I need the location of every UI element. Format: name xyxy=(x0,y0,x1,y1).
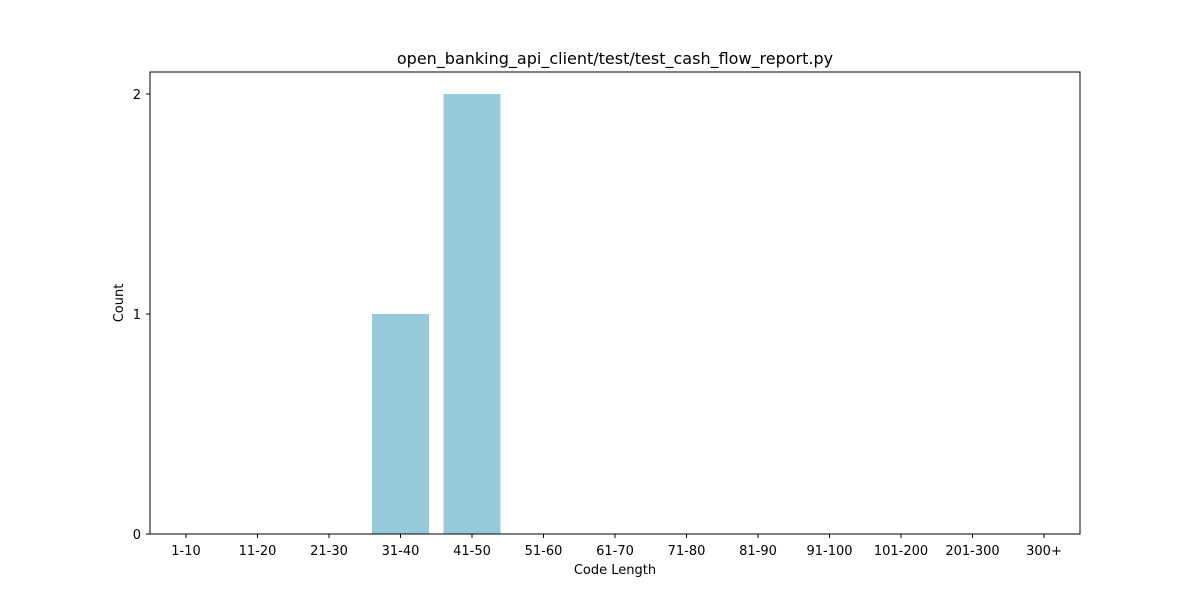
x-tick-label: 51-60 xyxy=(525,544,563,559)
x-tick-label: 31-40 xyxy=(382,544,420,559)
x-tick-label: 300+ xyxy=(1026,544,1062,559)
x-tick-label: 41-50 xyxy=(453,544,491,559)
x-tick-label: 81-90 xyxy=(739,544,777,559)
bars-group xyxy=(372,94,501,534)
x-tick-label: 1-10 xyxy=(171,544,201,559)
y-axis: 0 1 2 xyxy=(133,88,150,543)
x-tick-label: 61-70 xyxy=(596,544,634,559)
x-axis: 1-10 11-20 21-30 31-40 41-50 51-60 61-70 71-80 8… xyxy=(171,534,1062,559)
x-tick-label: 11-20 xyxy=(239,544,277,559)
bar-41-50 xyxy=(443,94,501,534)
chart-title: open_banking_api_client/test/test_cash_f… xyxy=(397,49,833,69)
y-axis-label: Count xyxy=(112,284,127,323)
x-tick-label: 71-80 xyxy=(668,544,706,559)
x-tick-label: 21-30 xyxy=(310,544,348,559)
x-tick-label: 91-100 xyxy=(806,544,852,559)
x-axis-label: Code Length xyxy=(574,563,656,578)
y-tick-label: 1 xyxy=(133,308,141,323)
x-tick-label: 101-200 xyxy=(874,544,928,559)
y-tick-label: 2 xyxy=(133,88,141,103)
x-tick-label: 201-300 xyxy=(945,544,999,559)
bar-31-40 xyxy=(372,314,429,534)
y-tick-label: 0 xyxy=(133,528,141,543)
